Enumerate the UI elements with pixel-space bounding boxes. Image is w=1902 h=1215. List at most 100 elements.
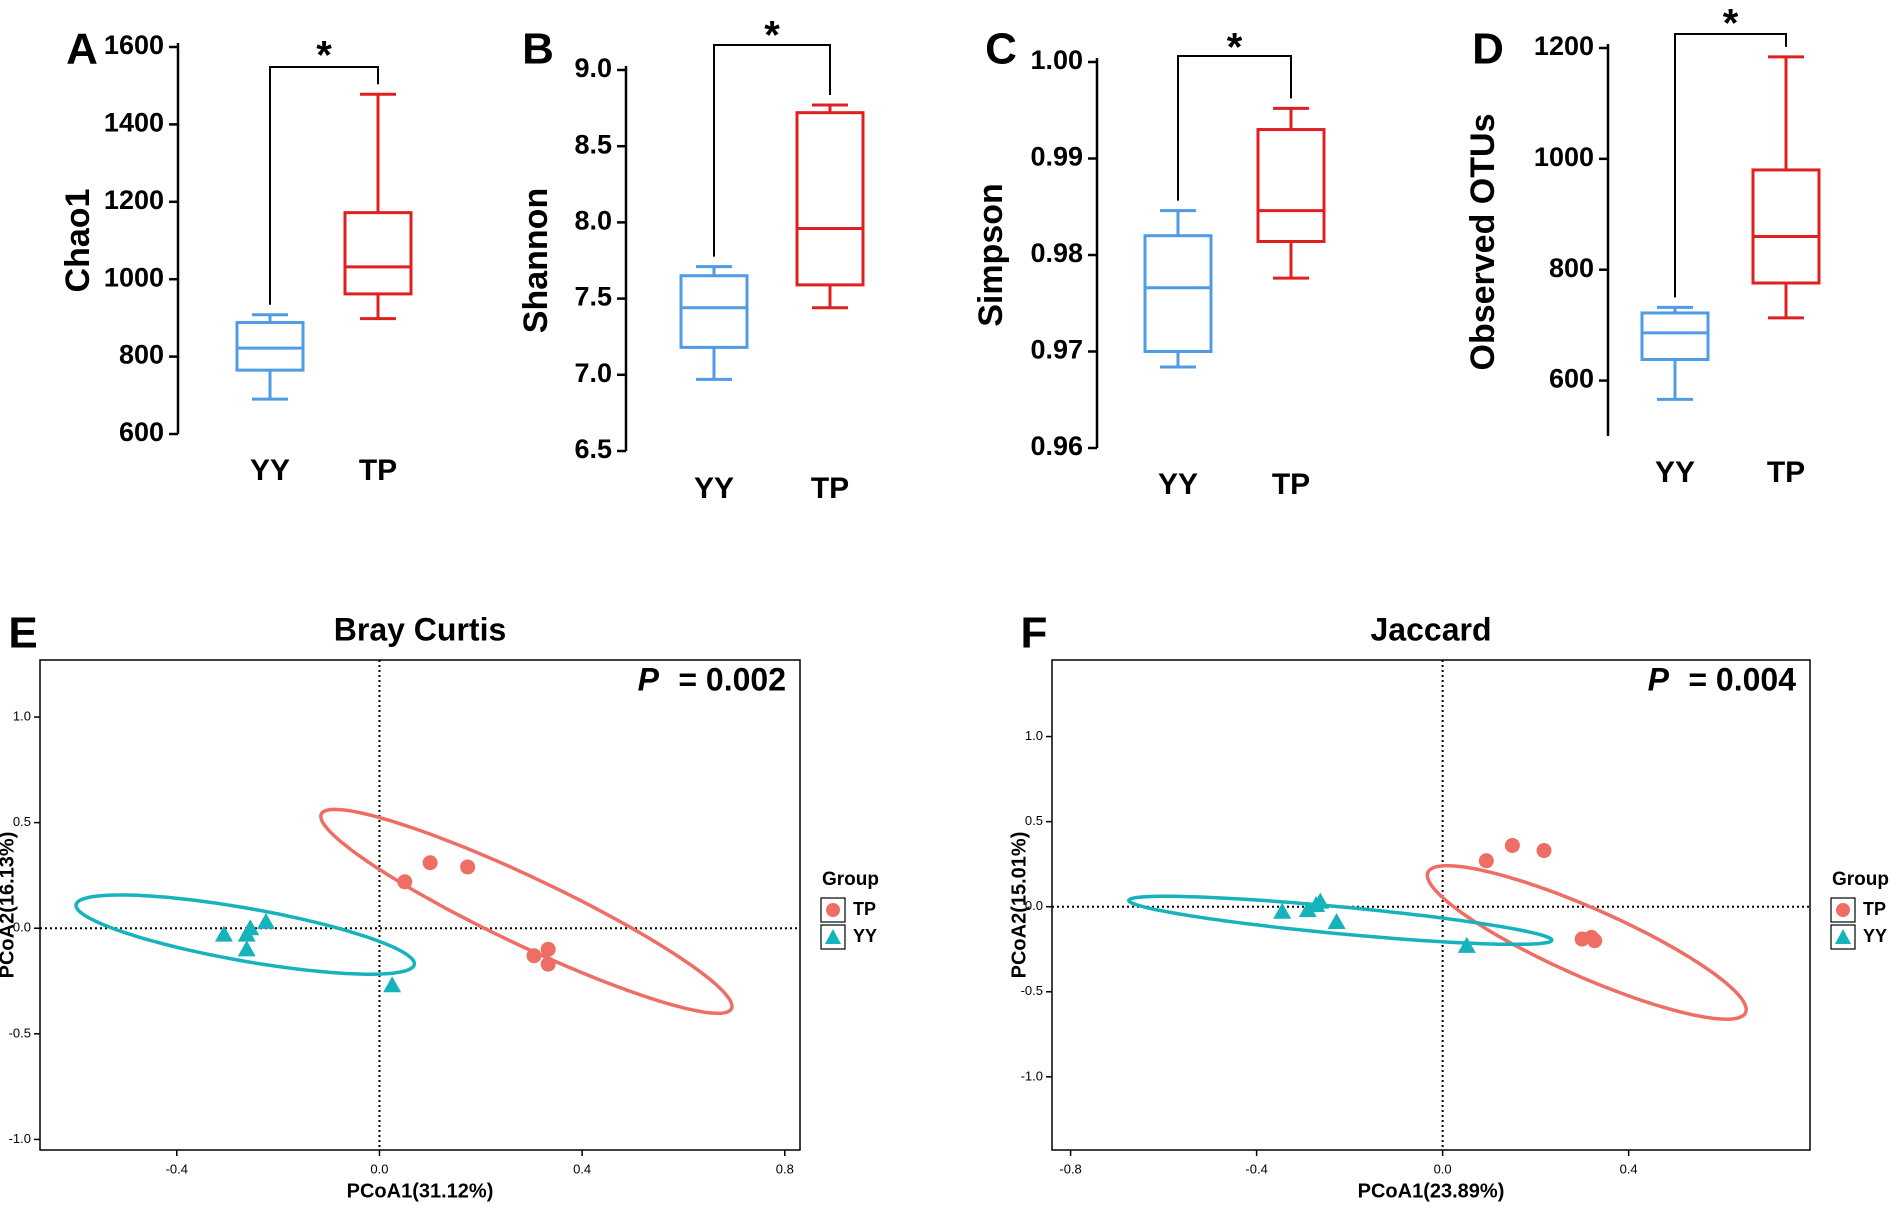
legend-marker-triangle	[1835, 929, 1851, 944]
y-tick-label: 0.5	[13, 814, 31, 829]
box-iqr	[1640, 311, 1710, 362]
panel-label: D	[1472, 25, 1504, 74]
y-tick-label: -0.5	[9, 1025, 31, 1040]
significance-star: *	[316, 34, 332, 78]
x-tick-label: 0.0	[1434, 1161, 1452, 1176]
significance-bracket	[1674, 33, 1787, 298]
legend-marker-circle	[1836, 903, 1850, 917]
data-point	[1478, 853, 1494, 869]
y-tick-label: 6.5	[574, 434, 612, 464]
p-value: = 0.002	[678, 661, 786, 697]
box-yy	[1640, 305, 1710, 401]
box-yy	[1143, 209, 1213, 369]
panel-b: B 6.5 7.0 7.5 8.0 8.5 9.0 Shannon YY TP *	[517, 14, 865, 505]
category-label: TP	[1767, 456, 1805, 489]
y-tick-label: 0.5	[1025, 813, 1043, 828]
box-iqr	[795, 111, 865, 287]
legend-label: TP	[1863, 899, 1886, 919]
box-tp	[343, 92, 413, 321]
y-tick-label: -0.5	[1021, 983, 1043, 998]
data-point	[383, 976, 402, 993]
y-axis-title: Observed OTUs	[1464, 114, 1502, 371]
plot-frame	[1051, 659, 1811, 1151]
y-tick-label: -1.0	[9, 1131, 31, 1146]
data-point	[1327, 913, 1346, 930]
significance-bracket	[269, 66, 379, 305]
box-iqr	[1256, 128, 1326, 243]
series-tp	[1425, 837, 1748, 1021]
x-tick-label: -0.4	[1245, 1161, 1267, 1176]
series-yy	[1126, 892, 1554, 953]
box-iqr	[1143, 234, 1213, 353]
category-label: TP	[811, 472, 849, 505]
y-tick-label: 0.97	[1030, 335, 1083, 365]
significance-star: *	[1723, 2, 1739, 46]
y-tick-label: 1000	[1534, 142, 1594, 172]
y-tick-label: 8.0	[574, 206, 612, 236]
category-label: TP	[359, 454, 397, 487]
confidence-ellipse	[74, 893, 417, 976]
box-tp	[795, 103, 865, 310]
legend-marker-triangle	[825, 929, 841, 944]
box-yy	[235, 313, 305, 401]
y-axis-title: Simpson	[972, 183, 1010, 327]
panel-f: F Jaccard -0.8 -0.4 0.0 0.4 -1.0 -0.5 0.0 0.5 1.0 P…	[1008, 609, 1889, 1203]
box-iqr	[235, 321, 305, 372]
panel-label: A	[66, 25, 98, 74]
y-tick-label: 600	[119, 417, 164, 447]
x-tick-label: -0.4	[166, 1161, 188, 1176]
legend-marker-circle	[826, 903, 840, 917]
significance-bracket	[713, 44, 831, 257]
y-tick-label: 1.0	[13, 708, 31, 723]
y-tick-label: 1200	[1534, 31, 1594, 61]
panel-c: C 0.96 0.97 0.98 0.99 1.00 Simpson YY TP *	[972, 25, 1326, 501]
legend-title: Group	[1832, 869, 1889, 890]
data-point	[1298, 901, 1317, 918]
confidence-ellipse	[1425, 863, 1748, 1021]
legend-label: YY	[853, 926, 877, 946]
panel-a: A 600 800 1000 1200 1400 1600 Chao1 YY TP *	[59, 25, 413, 487]
data-point	[397, 874, 413, 890]
confidence-ellipse	[1126, 894, 1554, 947]
significance-star: *	[1227, 26, 1243, 70]
y-tick-label: 0.0	[1025, 898, 1043, 913]
x-tick-label: -0.8	[1059, 1161, 1081, 1176]
p-label: P	[1648, 661, 1670, 697]
y-tick-label: 8.5	[574, 129, 612, 159]
y-tick-label: 1400	[104, 108, 164, 138]
y-tick-label: -1.0	[1021, 1068, 1043, 1083]
data-point	[460, 859, 476, 875]
data-point	[1273, 902, 1292, 919]
box-tp	[1256, 106, 1326, 280]
plot-frame	[39, 659, 801, 1151]
box-tp	[1751, 55, 1821, 320]
legend-label: TP	[853, 899, 876, 919]
data-point	[237, 925, 256, 942]
y-tick-label: 800	[119, 340, 164, 370]
panel-d: D 600 800 1000 1200 Observed OTUs YY TP *	[1464, 2, 1821, 489]
panel-label: B	[522, 25, 554, 74]
data-point	[1457, 936, 1476, 953]
y-tick-label: 800	[1549, 253, 1594, 283]
data-point	[540, 956, 556, 972]
y-axis-title: PCoA2(16.13%)	[0, 832, 18, 979]
x-tick-label: 0.4	[1620, 1161, 1638, 1176]
data-point	[1311, 892, 1330, 909]
data-point	[237, 940, 256, 957]
y-tick-label: 0.98	[1030, 238, 1083, 268]
y-tick-label: 1000	[104, 262, 164, 292]
chart-title: Jaccard	[1371, 611, 1492, 647]
y-axis-title: PCoA2(15.01%)	[1008, 832, 1030, 979]
y-tick-label: 7.5	[574, 282, 612, 312]
series-tp	[319, 807, 734, 1016]
x-tick-label: 0.8	[776, 1161, 794, 1176]
significance-star: *	[764, 14, 780, 58]
x-tick-label: 0.0	[370, 1161, 388, 1176]
y-tick-label: 9.0	[574, 53, 612, 83]
category-label: TP	[1272, 468, 1310, 501]
y-tick-label: 1200	[104, 185, 164, 215]
y-tick-label: 1.0	[1025, 728, 1043, 743]
category-label: YY	[250, 454, 290, 487]
y-tick-label: 0.99	[1030, 142, 1083, 172]
